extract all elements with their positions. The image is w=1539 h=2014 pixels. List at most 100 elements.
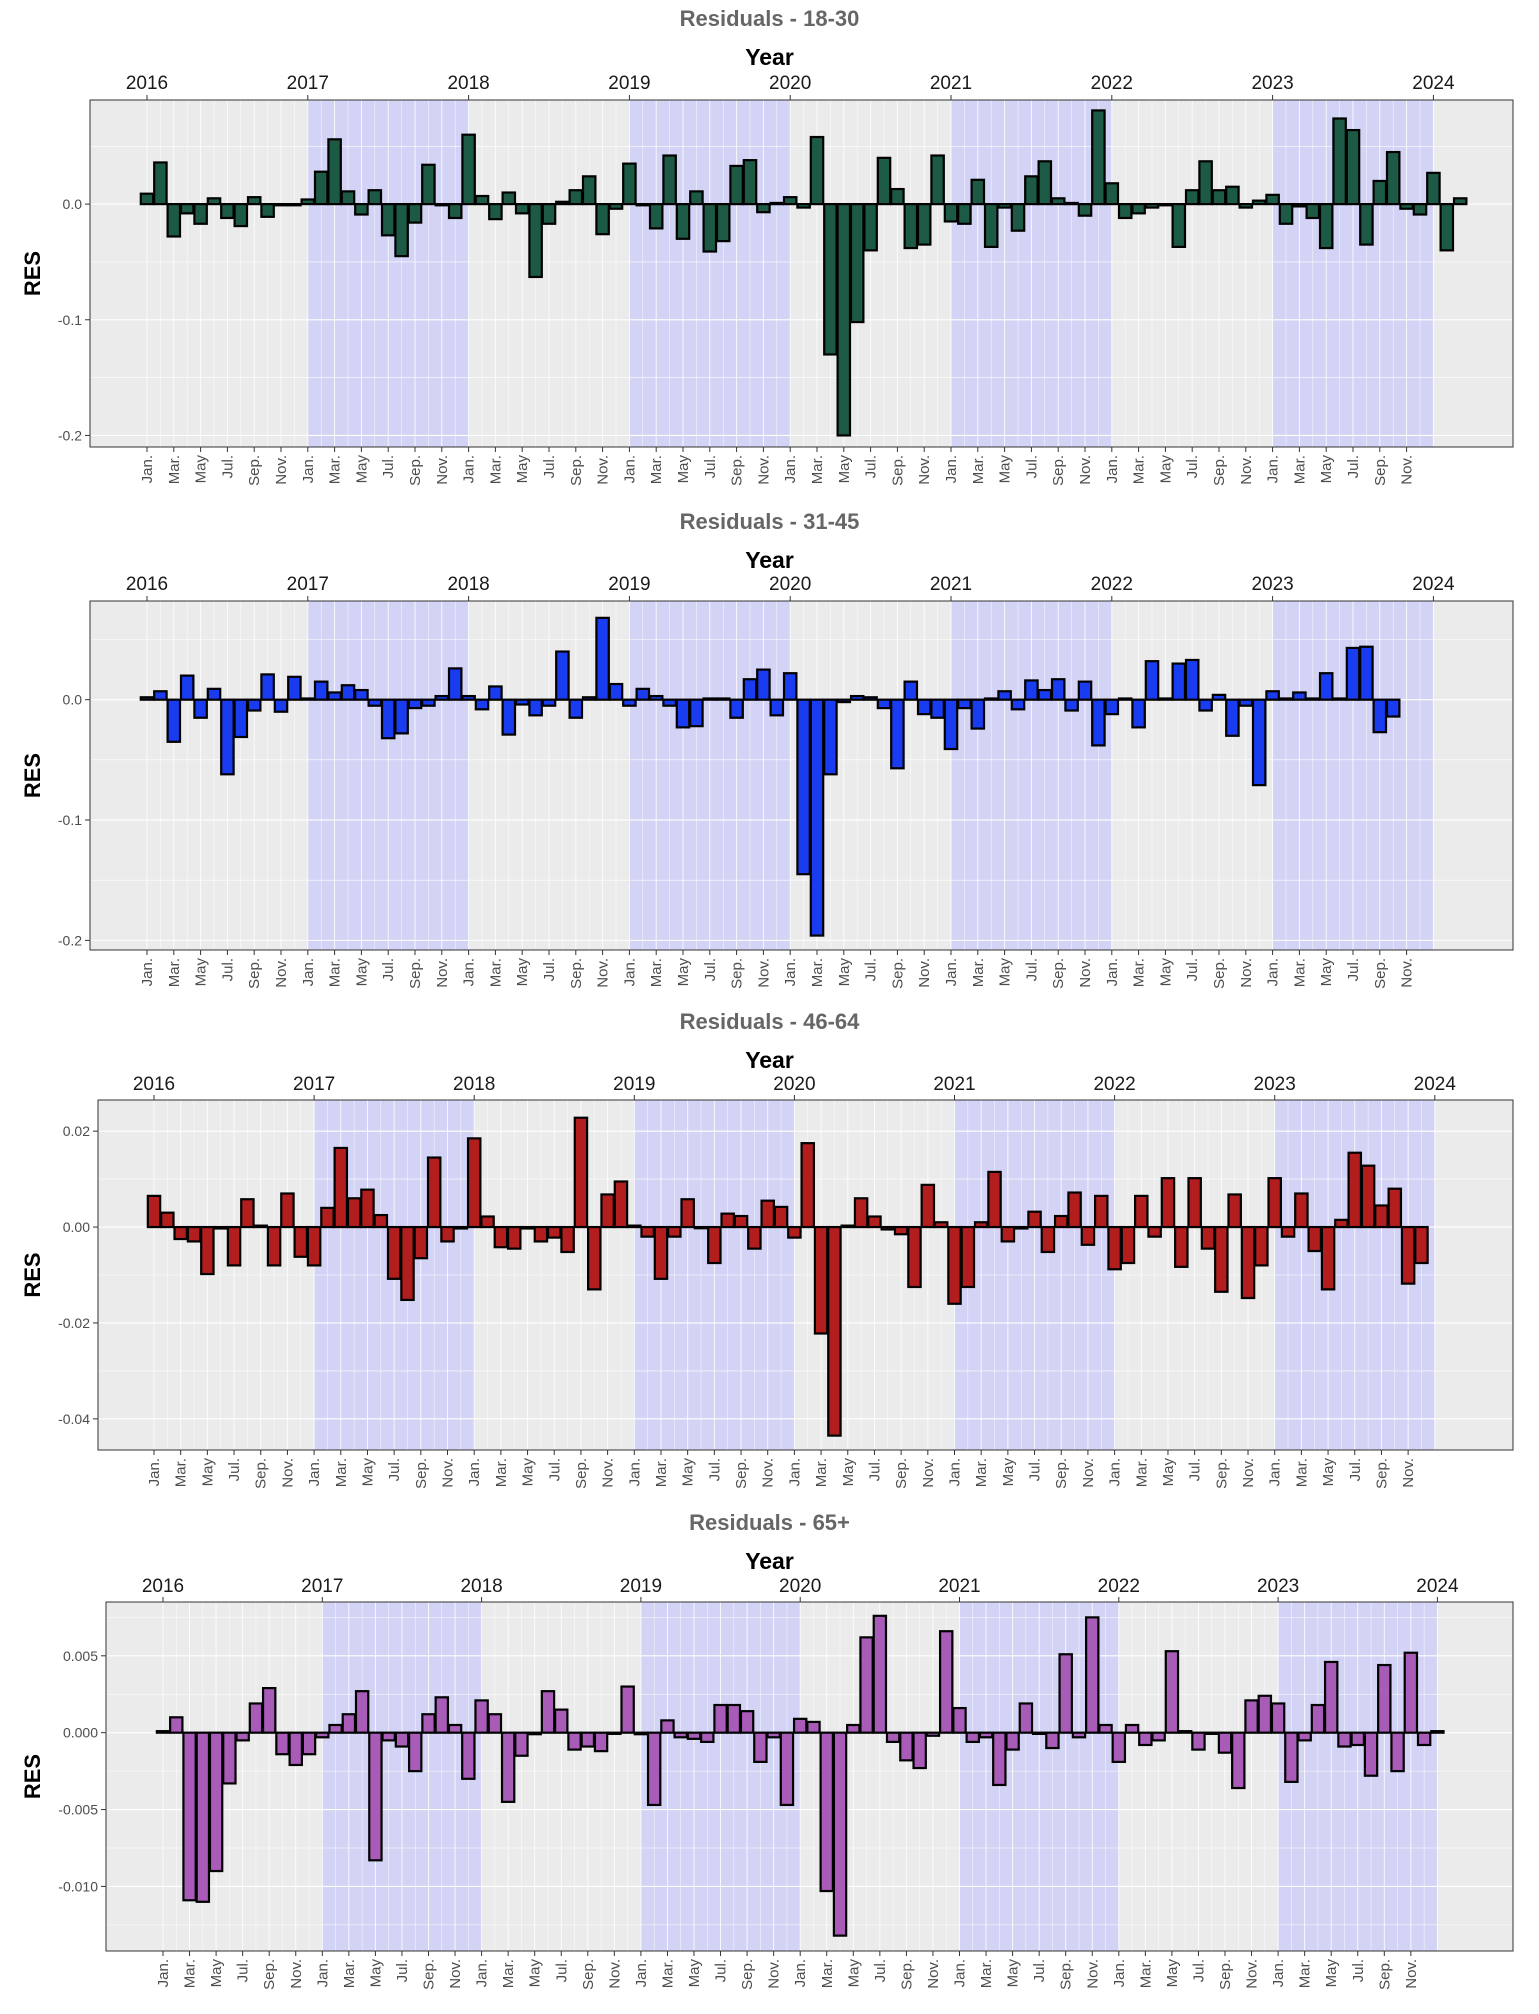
bar bbox=[827, 1225, 842, 1437]
year-tick-label: 2017 bbox=[301, 1576, 343, 1597]
month-tick-label: Nov. bbox=[920, 1458, 937, 1488]
bar bbox=[434, 1696, 450, 1734]
bar bbox=[466, 1137, 482, 1229]
bar bbox=[689, 698, 704, 728]
bar bbox=[1439, 203, 1455, 252]
bar bbox=[166, 203, 182, 238]
bar bbox=[280, 1192, 295, 1229]
month-tick-label: Mar. bbox=[1133, 1458, 1150, 1487]
year-tick-label: 2021 bbox=[938, 1576, 980, 1597]
bar bbox=[1171, 203, 1187, 248]
month-tick-label: Jul. bbox=[541, 958, 558, 981]
bar bbox=[421, 163, 436, 206]
bar bbox=[287, 675, 302, 701]
bar bbox=[1198, 160, 1213, 206]
month-tick-label: Jul. bbox=[1023, 958, 1040, 981]
bar bbox=[360, 1188, 375, 1229]
bar bbox=[166, 698, 182, 743]
y-tick-label: -0.2 bbox=[58, 427, 82, 443]
bar bbox=[581, 175, 597, 206]
month-tick-label: Mar. bbox=[173, 1458, 190, 1487]
month-tick-label: Jul. bbox=[1345, 455, 1362, 478]
month-tick-label: May bbox=[1160, 1458, 1177, 1487]
bar bbox=[146, 1194, 162, 1229]
month-tick-label: Jan. bbox=[461, 455, 478, 483]
bar bbox=[1005, 1731, 1020, 1751]
bar bbox=[179, 674, 195, 701]
bar bbox=[715, 203, 731, 243]
bar bbox=[500, 1731, 516, 1803]
bar bbox=[769, 698, 785, 717]
month-tick-label: Jul. bbox=[219, 958, 236, 981]
bar bbox=[766, 1731, 781, 1739]
bar bbox=[912, 1731, 927, 1770]
month-tick-label: Nov. bbox=[1238, 455, 1255, 485]
bar bbox=[1204, 1731, 1219, 1735]
bar bbox=[400, 1225, 415, 1302]
month-tick-label: Jan. bbox=[1104, 958, 1121, 986]
bar bbox=[1265, 690, 1280, 701]
bar bbox=[907, 1225, 922, 1289]
bar bbox=[182, 1731, 197, 1902]
bar bbox=[246, 196, 262, 206]
month-tick-label: Sep. bbox=[1211, 455, 1228, 486]
bar bbox=[474, 1699, 489, 1734]
month-tick-label: Jan. bbox=[947, 1458, 964, 1486]
year-tick-label: 2024 bbox=[1412, 574, 1455, 595]
y-tick-label: 0.0 bbox=[63, 196, 83, 212]
bar bbox=[747, 1225, 762, 1250]
y-tick-label: -0.02 bbox=[58, 1315, 90, 1331]
bar bbox=[1217, 1731, 1233, 1754]
bar bbox=[246, 698, 262, 712]
bar bbox=[933, 1221, 949, 1229]
month-tick-label: Sep. bbox=[407, 958, 424, 989]
year-tick-label: 2022 bbox=[1091, 73, 1133, 94]
bar bbox=[1077, 680, 1093, 701]
bar bbox=[206, 197, 222, 206]
bar bbox=[983, 203, 999, 248]
bar bbox=[653, 1225, 669, 1280]
bar bbox=[823, 698, 838, 776]
month-tick-label: Sep. bbox=[1053, 1458, 1070, 1489]
panel-border bbox=[97, 1099, 1514, 1451]
month-tick-label: Sep. bbox=[889, 958, 906, 989]
bar bbox=[155, 1730, 171, 1734]
bar bbox=[288, 1731, 303, 1767]
top-axis-title: Year bbox=[745, 1047, 794, 1073]
bar bbox=[327, 138, 342, 206]
month-tick-label: May bbox=[514, 455, 531, 484]
bar bbox=[809, 698, 825, 937]
month-tick-label: Mar. bbox=[648, 455, 665, 484]
month-tick-label: Sep. bbox=[413, 1458, 430, 1489]
bar bbox=[1265, 193, 1280, 206]
bar bbox=[169, 1716, 184, 1734]
bar bbox=[1227, 1193, 1242, 1229]
month-tick-label: Sep. bbox=[253, 1458, 270, 1489]
bar bbox=[726, 1703, 742, 1734]
bar bbox=[394, 698, 409, 735]
month-tick-label: Mar. bbox=[493, 1458, 510, 1487]
bar bbox=[1225, 698, 1240, 737]
bar bbox=[593, 1731, 609, 1753]
bar bbox=[315, 1731, 330, 1739]
month-tick-label: Jul. bbox=[702, 455, 719, 478]
bar bbox=[1294, 1192, 1309, 1229]
bar bbox=[1254, 1225, 1269, 1267]
bar bbox=[707, 1225, 722, 1265]
bar bbox=[193, 203, 208, 225]
month-tick-label: Nov. bbox=[1077, 455, 1094, 485]
bar bbox=[587, 1225, 602, 1291]
bar bbox=[1031, 1731, 1047, 1735]
month-tick-label: Nov. bbox=[434, 455, 451, 485]
month-tick-label: Jul. bbox=[235, 1959, 252, 1982]
bar bbox=[885, 1731, 901, 1744]
bar bbox=[461, 694, 476, 701]
month-tick-label: Jul. bbox=[1184, 958, 1201, 981]
bar bbox=[487, 1713, 503, 1734]
month-tick-label: May bbox=[836, 455, 853, 484]
year-tick-label: 2016 bbox=[133, 1074, 175, 1095]
bar bbox=[890, 187, 905, 206]
year-tick-label: 2018 bbox=[447, 73, 489, 94]
bar bbox=[1187, 1177, 1202, 1229]
month-tick-label: Mar. bbox=[166, 958, 183, 987]
